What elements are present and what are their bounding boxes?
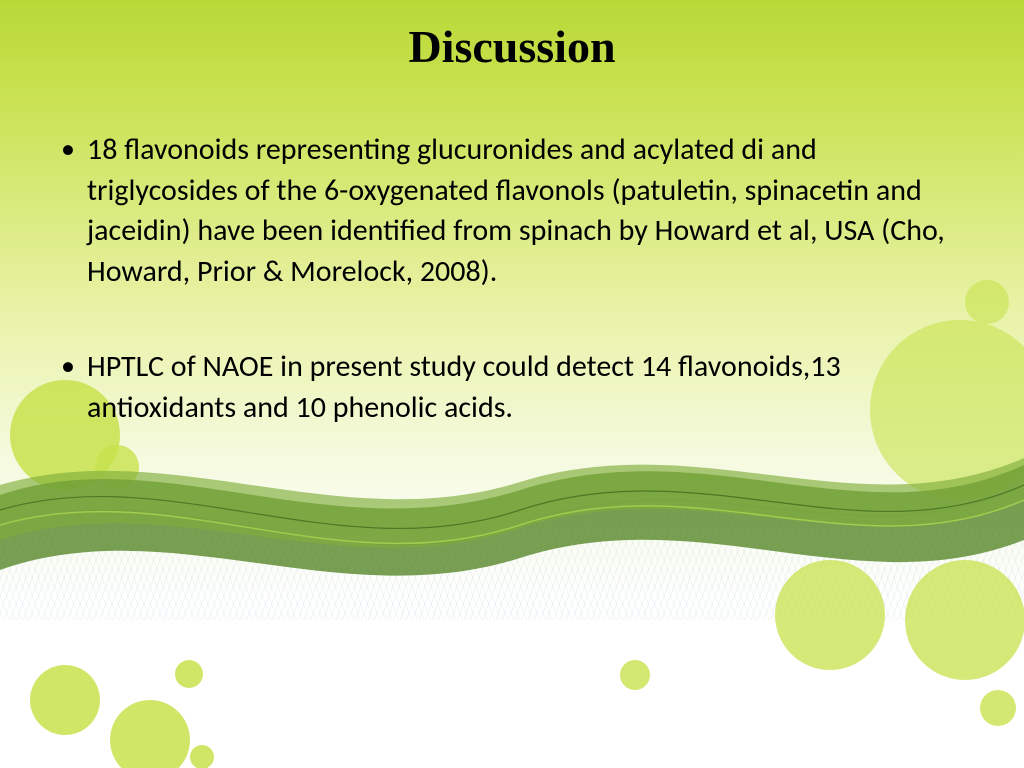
- bullet-item: HPTLC of NAOE in present study could det…: [55, 347, 974, 428]
- slide-title: Discussion: [0, 20, 1024, 73]
- decorative-circle: [980, 690, 1016, 726]
- decorative-circle: [190, 745, 214, 768]
- slide-body: 18 flavonoids representing glucuronides …: [55, 130, 974, 483]
- decorative-circle: [775, 560, 885, 670]
- slide: Discussion 18 flavonoids representing gl…: [0, 0, 1024, 768]
- bullet-item: 18 flavonoids representing glucuronides …: [55, 130, 974, 292]
- bullet-list: 18 flavonoids representing glucuronides …: [55, 130, 974, 428]
- decorative-circle: [905, 560, 1024, 680]
- decorative-circle: [110, 700, 190, 768]
- decorative-circle: [30, 665, 100, 735]
- decorative-circle: [620, 660, 650, 690]
- decorative-circle: [175, 660, 203, 688]
